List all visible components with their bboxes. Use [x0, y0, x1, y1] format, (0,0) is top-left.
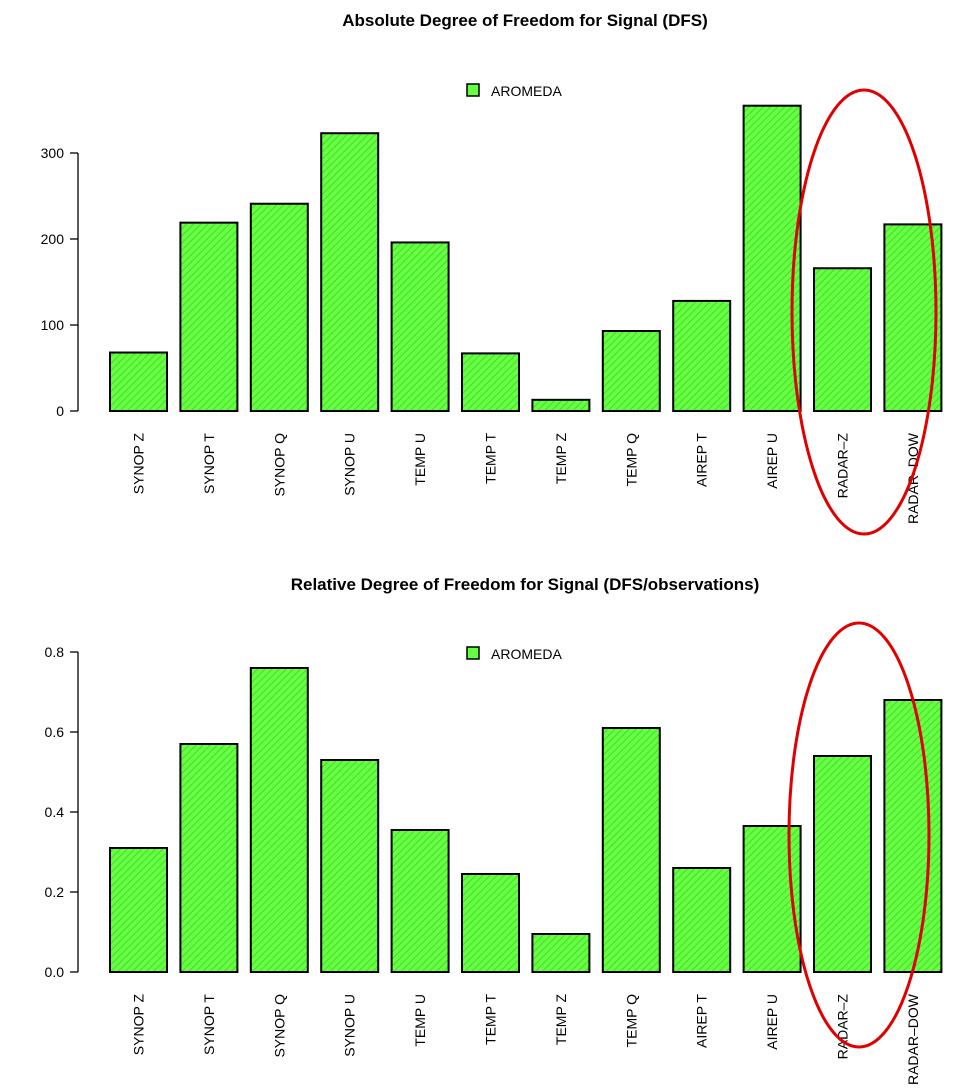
- bar: [531, 933, 591, 973]
- y-tick-label: 0.6: [45, 724, 65, 740]
- y-tick-label: 100: [41, 317, 65, 333]
- bar: [320, 132, 380, 412]
- bar: [601, 330, 661, 412]
- bar: [461, 873, 520, 973]
- chart-title: Relative Degree of Freedom for Signal (D…: [291, 575, 760, 594]
- x-tick-label: AIREP U: [764, 433, 780, 489]
- x-tick-label: SYNOP U: [342, 994, 358, 1057]
- y-tick-label: 0.4: [45, 804, 65, 820]
- legend-swatch: [466, 646, 480, 660]
- bar: [390, 241, 450, 412]
- x-tick-labels: SYNOP Z SYNOP T SYNOP Q SYNOP U TEMP U TEMP T…: [131, 432, 921, 524]
- bar: [883, 699, 943, 973]
- x-tick-label: TEMP Q: [623, 433, 639, 487]
- x-tick-label: TEMP T: [483, 433, 499, 484]
- bar: [742, 104, 802, 412]
- x-tick-label: TEMP Z: [553, 433, 569, 485]
- bar: [672, 867, 732, 973]
- y-tick-label: 200: [41, 231, 65, 247]
- x-tick-label: SYNOP Q: [271, 994, 287, 1058]
- bar: [390, 829, 450, 973]
- x-tick-label: AIREP T: [694, 994, 710, 1048]
- x-tick-label: RADAR–Z: [835, 433, 851, 499]
- y-axis: 0 100 200 300: [41, 145, 79, 419]
- bar: [601, 727, 661, 973]
- x-tick-label: TEMP U: [412, 433, 428, 486]
- x-tick-label: AIREP U: [764, 994, 780, 1050]
- x-tick-label: SYNOP Z: [131, 994, 147, 1056]
- x-tick-label: SYNOP U: [342, 433, 358, 496]
- bars: [109, 667, 943, 973]
- bar: [249, 202, 309, 412]
- x-tick-label: SYNOP Z: [131, 433, 147, 495]
- highlight-ellipse: [790, 88, 938, 536]
- x-tick-label: TEMP Q: [623, 994, 639, 1048]
- y-axis: 0.0 0.2 0.4 0.6 0.8: [45, 644, 79, 980]
- bar: [179, 743, 239, 973]
- x-tick-label: TEMP U: [412, 994, 428, 1047]
- x-tick-label: SYNOP Q: [271, 433, 287, 497]
- bar: [461, 352, 520, 413]
- bar: [813, 267, 872, 412]
- bar: [109, 847, 168, 973]
- legend: AROMEDA: [466, 646, 562, 662]
- chart-relative-dfs: Relative Degree of Freedom for Signal (D…: [45, 575, 943, 1085]
- bar: [109, 351, 168, 412]
- legend-label: AROMEDA: [491, 646, 562, 662]
- chart-absolute-dfs: Absolute Degree of Freedom for Signal (D…: [41, 11, 943, 536]
- x-tick-label: SYNOP T: [201, 433, 217, 494]
- bar: [531, 398, 591, 413]
- legend-swatch: [466, 83, 480, 97]
- y-tick-label: 0: [56, 403, 64, 419]
- y-tick-label: 0.2: [45, 884, 65, 900]
- bar: [813, 755, 872, 973]
- chart-title: Absolute Degree of Freedom for Signal (D…: [342, 11, 708, 30]
- x-tick-label: RADAR–Z: [835, 994, 851, 1060]
- x-tick-label: TEMP Z: [553, 994, 569, 1046]
- highlight-ellipse: [787, 621, 931, 1049]
- bar: [672, 299, 732, 413]
- x-tick-labels: SYNOP Z SYNOP T SYNOP Q SYNOP U TEMP U TEMP T…: [131, 993, 921, 1085]
- x-tick-label: RADAR–DOW: [905, 993, 921, 1085]
- y-tick-label: 0.0: [45, 964, 65, 980]
- bar: [320, 759, 380, 973]
- bar: [179, 221, 239, 412]
- y-tick-label: 0.8: [45, 644, 65, 660]
- bars: [109, 104, 943, 413]
- x-tick-label: AIREP T: [694, 433, 710, 487]
- bar: [249, 667, 309, 973]
- legend: AROMEDA: [466, 83, 562, 99]
- x-tick-label: SYNOP T: [201, 994, 217, 1055]
- x-tick-label: TEMP T: [483, 994, 499, 1045]
- y-tick-label: 300: [41, 145, 65, 161]
- legend-label: AROMEDA: [491, 83, 562, 99]
